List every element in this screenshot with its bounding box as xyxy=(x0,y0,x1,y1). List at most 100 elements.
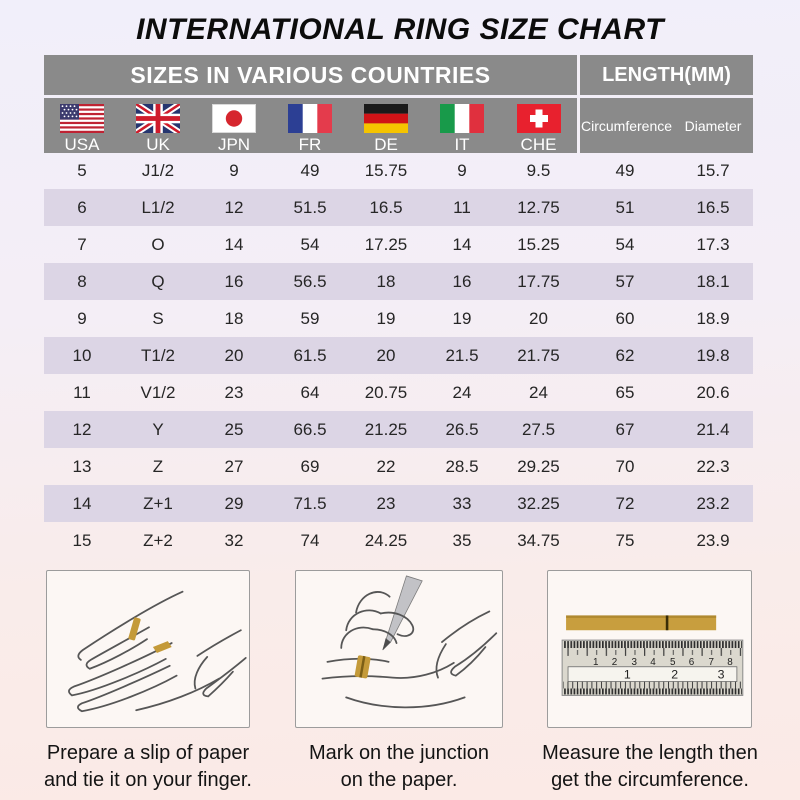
ruler-measuring-strip-illustration: 1 2 3 4 5 6 7 8 1 2 3 xyxy=(561,615,744,696)
caption-line: on the paper. xyxy=(340,769,458,791)
cell-de: 17.25 xyxy=(364,234,408,254)
table-row: 8 Q 16 56.5 18 16 17.75 57 18.1 xyxy=(44,263,753,300)
table-row: 12 Y 25 66.5 21.25 26.5 27.5 67 21.4 xyxy=(44,411,753,448)
cell-circumference: 54 xyxy=(615,234,635,254)
cell-it: 24 xyxy=(452,382,472,402)
cell-che: 21.75 xyxy=(517,345,560,365)
table-group-header-row: SIZES IN VARIOUS COUNTRIES LENGTH(MM) xyxy=(44,55,753,95)
cell-de: 20.75 xyxy=(364,382,408,402)
cell-diameter: 18.1 xyxy=(696,271,730,291)
cell-it: 35 xyxy=(452,530,472,550)
table-body: 5 J1/2 9 49 15.75 9 9.5 49 15.7 6 L1/2 1… xyxy=(44,152,753,559)
ruler-cm-number: 8 xyxy=(727,657,733,668)
column-header-de: DE xyxy=(348,98,424,153)
cell-jpn: 25 xyxy=(224,419,244,439)
ruler-inch-number: 1 xyxy=(624,668,631,682)
cell-circumference: 67 xyxy=(615,419,635,439)
cell-uk: Z+2 xyxy=(143,530,173,550)
cell-che: 34.75 xyxy=(517,530,560,550)
ruler-cm-number: 7 xyxy=(708,657,713,668)
cell-circumference: 60 xyxy=(615,308,635,328)
ruler-cm-number: 4 xyxy=(650,657,656,668)
cell-it: 9 xyxy=(457,160,467,180)
cell-jpn: 9 xyxy=(229,160,239,180)
cell-jpn: 20 xyxy=(224,345,244,365)
column-header-usa: USA xyxy=(44,98,120,153)
cell-fr: 49 xyxy=(300,160,320,180)
caption-line: Measure the length then xyxy=(542,742,758,764)
cell-de: 22 xyxy=(376,456,396,476)
germany-flag-icon xyxy=(364,104,408,133)
cell-usa: 5 xyxy=(77,160,87,180)
ruler-cm-number: 5 xyxy=(670,657,676,668)
cell-fr: 51.5 xyxy=(293,197,327,217)
cell-it: 26.5 xyxy=(445,419,479,439)
cell-it: 16 xyxy=(452,271,472,291)
column-label-it: IT xyxy=(454,135,470,154)
cell-diameter: 21.4 xyxy=(696,419,730,439)
ruler-cm-number: 2 xyxy=(612,657,617,668)
instruction-caption-3: Measure the length then get the circumfe… xyxy=(525,740,775,794)
cell-diameter: 23.2 xyxy=(696,493,730,513)
column-header-circumference: Circumference xyxy=(577,98,673,153)
cell-diameter: 15.7 xyxy=(696,160,730,180)
table-row: 14 Z+1 29 71.5 23 33 32.25 72 23.2 xyxy=(44,485,753,522)
cell-che: 27.5 xyxy=(521,419,556,439)
cell-jpn: 29 xyxy=(224,493,244,513)
cell-usa: 13 xyxy=(72,456,92,476)
table-row: 5 J1/2 9 49 15.75 9 9.5 49 15.7 xyxy=(44,152,753,189)
column-label-uk: UK xyxy=(146,135,170,154)
cell-de: 23 xyxy=(376,493,396,513)
cell-che: 9.5 xyxy=(526,160,551,180)
table-row: 9 S 18 59 19 19 20 60 18.9 xyxy=(44,300,753,337)
cell-fr: 59 xyxy=(300,308,320,328)
instruction-figure-3: 1 2 3 4 5 6 7 8 1 2 3 xyxy=(547,570,752,728)
cell-diameter: 17.3 xyxy=(696,234,730,254)
ruler: 1 2 3 4 5 6 7 8 1 2 3 xyxy=(561,639,744,696)
cell-fr: 74 xyxy=(300,530,320,550)
cell-jpn: 14 xyxy=(224,234,244,254)
column-header-che: CHE xyxy=(500,98,577,153)
cell-fr: 61.5 xyxy=(293,345,327,365)
cell-fr: 69 xyxy=(300,456,320,476)
cell-uk: O xyxy=(151,234,165,254)
gold-paper-strip xyxy=(566,615,717,631)
cell-jpn: 27 xyxy=(224,456,244,476)
cell-che: 20 xyxy=(529,308,548,328)
cell-uk: Q xyxy=(151,271,165,291)
cell-de: 20 xyxy=(376,345,396,365)
ruler-cm-number: 3 xyxy=(631,657,637,668)
table-row: 7 O 14 54 17.25 14 15.25 54 17.3 xyxy=(44,226,753,263)
table-row: 15 Z+2 32 74 24.25 35 34.75 75 23.9 xyxy=(44,522,753,559)
cell-diameter: 20.6 xyxy=(696,382,730,402)
cell-circumference: 70 xyxy=(615,456,635,476)
column-header-uk: UK xyxy=(120,98,196,153)
cell-de: 21.25 xyxy=(364,419,408,439)
cell-usa: 15 xyxy=(72,530,92,550)
uk-flag-icon xyxy=(136,104,180,133)
cell-it: 19 xyxy=(452,308,472,328)
italy-flag-icon xyxy=(440,104,484,133)
column-header-fr: FR xyxy=(272,98,348,153)
cell-usa: 8 xyxy=(77,271,87,291)
cell-usa: 7 xyxy=(77,234,87,254)
cell-de: 19 xyxy=(376,308,396,328)
caption-line: Prepare a slip of paper xyxy=(46,742,250,764)
column-label-fr: FR xyxy=(298,135,322,154)
usa-flag-icon xyxy=(60,104,104,133)
cell-uk: V1/2 xyxy=(140,382,176,402)
ruler-cm-number: 1 xyxy=(593,657,598,668)
column-label-jpn: JPN xyxy=(217,135,251,154)
cell-diameter: 22.3 xyxy=(696,456,730,476)
cell-de: 18 xyxy=(376,271,396,291)
cell-diameter: 18.9 xyxy=(696,308,730,328)
caption-line: Mark on the junction xyxy=(308,742,490,764)
cell-circumference: 51 xyxy=(615,197,635,217)
cell-circumference: 62 xyxy=(615,345,635,365)
column-label-de: DE xyxy=(374,135,398,154)
ring-size-table: SIZES IN VARIOUS COUNTRIES LENGTH(MM) xyxy=(44,55,753,559)
cell-it: 14 xyxy=(452,234,472,254)
cell-uk: S xyxy=(152,308,164,328)
cell-che: 12.75 xyxy=(517,197,560,217)
